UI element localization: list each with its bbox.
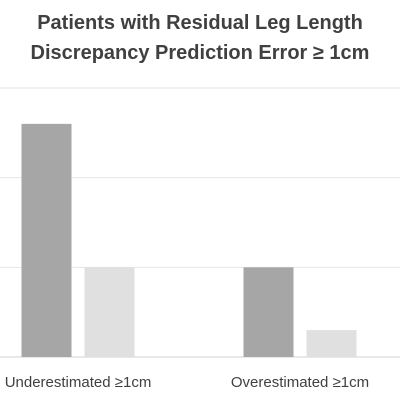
- bar-series-2-category-1: [84, 267, 135, 357]
- chart-title-line-2: Discrepancy Prediction Error ≥ 1cm: [30, 42, 370, 64]
- category-label-overestimated: Overestimated ≥1cm: [231, 374, 369, 391]
- bar-series-2-category-2: [306, 330, 357, 357]
- bar-series-1-category-2: [243, 267, 294, 357]
- chart-title-line-1: Patients with Residual Leg Length: [37, 12, 363, 34]
- bars: [21, 123, 357, 357]
- chart-title: Patients with Residual Leg Length Discre…: [0, 8, 400, 68]
- category-labels: Underestimated ≥1cm Overestimated ≥1cm: [5, 374, 369, 391]
- category-label-underestimated: Underestimated ≥1cm: [5, 374, 152, 391]
- bar-series-1-category-1: [21, 123, 72, 357]
